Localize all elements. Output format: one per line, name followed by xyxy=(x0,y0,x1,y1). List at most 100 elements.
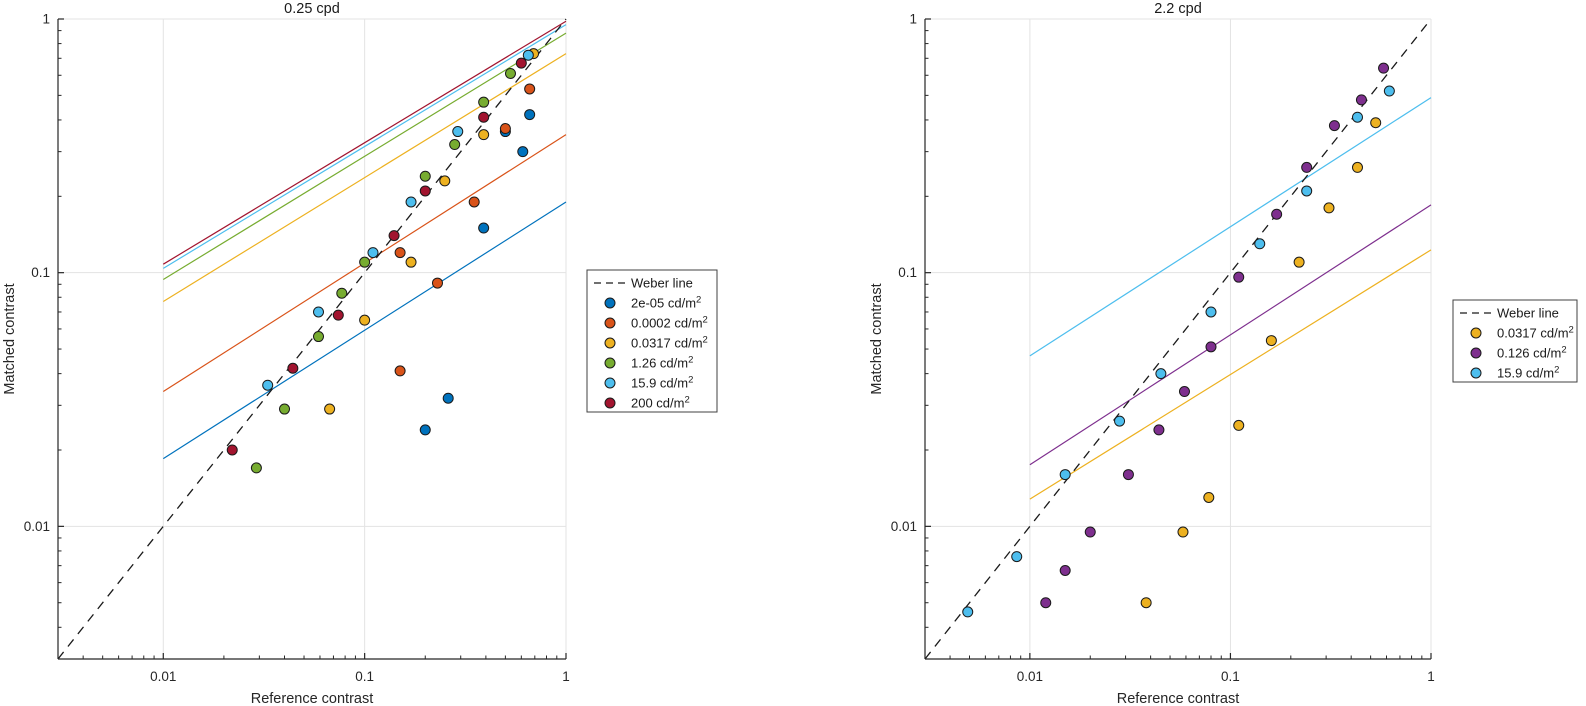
legend-label: 0.0002 cd/m2 xyxy=(631,315,708,331)
data-point xyxy=(1351,111,1363,123)
data-point xyxy=(1301,185,1313,197)
data-point xyxy=(478,96,490,108)
data-point xyxy=(1059,469,1071,481)
fit-line xyxy=(162,53,567,302)
data-point xyxy=(1153,424,1165,436)
data-point xyxy=(1177,526,1189,538)
legend-label: 200 cd/m2 xyxy=(631,395,690,411)
data-point xyxy=(524,109,536,121)
y-tick-label: 0.01 xyxy=(24,519,50,534)
legend-marker-icon xyxy=(604,317,616,329)
x-tick-label: 0.1 xyxy=(355,669,374,684)
data-point xyxy=(1205,341,1217,353)
fit-line xyxy=(1029,204,1432,466)
legend-label: 0.0317 cd/m2 xyxy=(631,335,708,351)
data-point xyxy=(439,175,451,187)
data-point xyxy=(1059,564,1071,576)
plot-title: 2.2 cpd xyxy=(1154,1,1202,17)
data-point xyxy=(405,196,417,208)
y-tick-label: 0.1 xyxy=(31,265,50,280)
data-point xyxy=(499,123,511,135)
legend-label: Weber line xyxy=(631,276,693,291)
legend-entry[interactable]: 2e-05 cd/m2 xyxy=(604,295,701,311)
legend-entry[interactable]: 15.9 cd/m2 xyxy=(604,375,693,391)
data-point xyxy=(1233,271,1245,283)
data-point xyxy=(279,403,291,415)
legend-marker-icon xyxy=(604,357,616,369)
data-point xyxy=(1203,491,1215,503)
data-point xyxy=(359,256,371,268)
legend-marker-icon xyxy=(604,377,616,389)
data-point xyxy=(394,247,406,259)
data-point xyxy=(419,185,431,197)
legend-label: Weber line xyxy=(1497,306,1559,321)
data-point xyxy=(1301,161,1313,173)
data-point xyxy=(394,365,406,377)
legend-entry[interactable]: 0.0002 cd/m2 xyxy=(604,315,708,331)
legend-label: 15.9 cd/m2 xyxy=(631,375,693,391)
legend-entry-weber[interactable]: Weber line xyxy=(1460,306,1559,321)
legend-label: 2e-05 cd/m2 xyxy=(631,295,701,311)
legend-label: 0.0317 cd/m2 xyxy=(1497,325,1574,341)
data-point xyxy=(452,126,464,138)
data-point xyxy=(1355,94,1367,106)
data-point xyxy=(1233,419,1245,431)
legend-entry[interactable]: 1.26 cd/m2 xyxy=(604,355,693,371)
data-point xyxy=(332,309,344,321)
legend-label: 0.126 cd/m2 xyxy=(1497,345,1567,361)
data-point xyxy=(388,230,400,242)
weber-line xyxy=(57,18,567,660)
data-point xyxy=(1178,386,1190,398)
legend-marker-icon xyxy=(604,297,616,309)
x-tick-label: 1 xyxy=(1427,669,1435,684)
subplot: 0.01 0.1 1 0.01 0.1 1 2.2 cpd Reference contras… xyxy=(869,1,1578,706)
y-tick-label: 1 xyxy=(909,12,917,27)
weber-line xyxy=(924,18,1432,660)
data-point xyxy=(1323,202,1335,214)
data-point xyxy=(287,362,299,374)
data-point xyxy=(449,139,461,151)
data-point xyxy=(226,444,238,456)
x-tick-label: 0.01 xyxy=(1017,669,1043,684)
legend-entry[interactable]: 0.126 cd/m2 xyxy=(1470,345,1567,361)
legend-marker-icon xyxy=(1470,367,1482,379)
data-point xyxy=(1370,117,1382,129)
data-point xyxy=(313,306,325,318)
data-point xyxy=(419,170,431,182)
data-point xyxy=(478,129,490,141)
x-tick-label: 0.1 xyxy=(1221,669,1240,684)
data-point xyxy=(1122,469,1134,481)
data-point xyxy=(262,379,274,391)
fit-line xyxy=(162,24,567,269)
x-axis-label: Reference contrast xyxy=(1117,691,1240,706)
data-point xyxy=(1205,306,1217,318)
data-point xyxy=(367,247,379,259)
legend-entry[interactable]: 0.0317 cd/m2 xyxy=(604,335,708,351)
legend-entry[interactable]: 200 cd/m2 xyxy=(604,395,690,411)
fit-line xyxy=(1029,97,1432,357)
data-point xyxy=(442,392,454,404)
fit-line xyxy=(162,20,567,265)
x-axis-label: Reference contrast xyxy=(251,691,374,706)
plot-title: 0.25 cpd xyxy=(284,1,340,17)
data-point xyxy=(1378,62,1390,74)
data-point xyxy=(1084,526,1096,538)
data-point xyxy=(1254,238,1266,250)
data-point xyxy=(1293,256,1305,268)
data-point xyxy=(524,83,536,95)
legend-entry[interactable]: 0.0317 cd/m2 xyxy=(1470,325,1574,341)
data-point xyxy=(478,222,490,234)
data-point xyxy=(405,256,417,268)
subplot: 0.01 0.1 1 0.01 0.1 1 0.25 cpd Reference contra… xyxy=(2,1,718,706)
data-point xyxy=(431,277,443,289)
legend-marker-icon xyxy=(604,337,616,349)
data-point xyxy=(515,57,527,69)
legend-entry-weber[interactable]: Weber line xyxy=(594,276,693,291)
data-point xyxy=(504,67,516,79)
data-point xyxy=(324,403,336,415)
data-point xyxy=(1155,368,1167,380)
legend-entry[interactable]: 15.9 cd/m2 xyxy=(1470,365,1559,381)
data-point xyxy=(1328,120,1340,132)
